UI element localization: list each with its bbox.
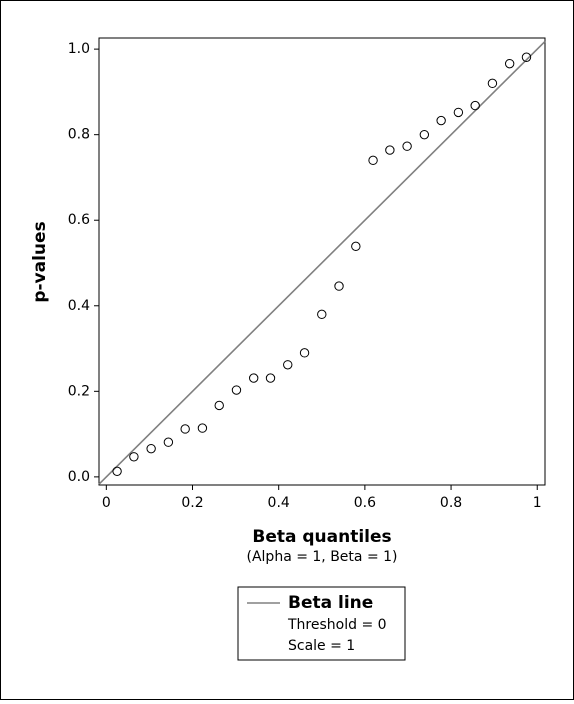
data-point <box>419 129 430 140</box>
data-point <box>368 155 378 166</box>
y-tick-label: 0.6 <box>68 212 90 228</box>
legend-label: Beta line <box>288 593 373 613</box>
data-point <box>248 373 259 383</box>
data-point <box>231 385 242 395</box>
data-point <box>214 400 224 411</box>
legend-box <box>237 586 406 661</box>
x-tick-label: 0.8 <box>440 495 462 511</box>
data-point <box>334 281 344 291</box>
data-point <box>265 373 276 383</box>
y-tick-label: 1.0 <box>68 41 90 57</box>
y-tick-label: 0.8 <box>68 127 90 143</box>
data-point <box>197 423 208 433</box>
y-tick-label: 0.2 <box>68 383 90 399</box>
x-tick-label: 0.2 <box>181 495 203 511</box>
data-point <box>470 100 480 111</box>
data-point <box>112 466 122 477</box>
data-point <box>436 115 446 126</box>
x-axis-sublabel: (Alpha = 1, Beta = 1) <box>247 549 398 565</box>
plot-frame <box>98 37 546 486</box>
data-point <box>504 58 515 69</box>
x-tick-label: 0.4 <box>268 495 290 511</box>
data-point <box>453 107 464 118</box>
reference-line <box>98 40 546 485</box>
data-point <box>317 309 327 320</box>
data-point <box>163 437 174 447</box>
x-tick-label: 1 <box>533 495 542 511</box>
data-point <box>129 452 139 462</box>
x-tick-label: 0 <box>102 495 111 511</box>
legend-detail: Threshold = 0 <box>287 617 387 633</box>
x-tick-label: 0.6 <box>354 495 376 511</box>
y-axis-label: p-values <box>30 221 50 302</box>
data-point <box>385 145 395 155</box>
data-point <box>351 241 361 252</box>
y-tick-label: 0.4 <box>68 298 90 314</box>
data-point <box>180 424 190 434</box>
legend-detail: Scale = 1 <box>288 638 355 654</box>
data-point <box>487 78 498 89</box>
data-point <box>521 52 532 62</box>
data-point <box>402 141 412 151</box>
data-point <box>299 348 310 358</box>
x-axis-label: Beta quantiles <box>252 527 391 547</box>
y-tick-label: 0.0 <box>68 469 90 485</box>
data-point <box>283 360 293 370</box>
data-point <box>146 443 156 454</box>
